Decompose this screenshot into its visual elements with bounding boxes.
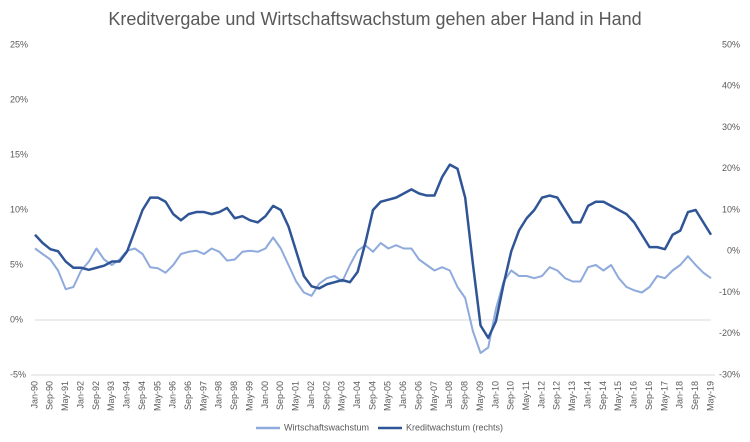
x-tick-label: May-07	[429, 381, 439, 411]
series-line	[34, 236, 712, 354]
y2-tick-label: -10%	[719, 287, 740, 297]
x-tick-label: Jan-02	[306, 381, 316, 409]
series-line	[34, 163, 713, 340]
x-tick-label: May-91	[60, 381, 70, 411]
y2-tick-label: 10%	[722, 204, 740, 214]
x-tick-label: May-95	[152, 381, 162, 411]
x-tick-label: Jan-16	[629, 381, 639, 409]
x-tick-label: Jan-92	[75, 381, 85, 409]
y2-tick-label: 0%	[727, 246, 740, 256]
x-tick-label: Sep-18	[690, 381, 700, 410]
x-tick-label: Jan-98	[214, 381, 224, 409]
y2-tick-label: -30%	[719, 369, 740, 379]
x-tick-label: Jan-90	[29, 381, 39, 409]
y-tick-label: 10%	[10, 204, 28, 214]
chart-title: Kreditvergabe und Wirtschaftswachstum ge…	[108, 9, 641, 29]
x-tick-label: Sep-12	[552, 381, 562, 410]
x-tick-label: Sep-06	[413, 381, 423, 410]
x-tick-label: Sep-16	[644, 381, 654, 410]
x-tick-label: Jan-08	[444, 381, 454, 409]
y2-tick-label: 20%	[722, 163, 740, 173]
x-tick-label: Sep-96	[183, 381, 193, 410]
x-tick-label: May-03	[337, 381, 347, 411]
y2-tick-label: 30%	[722, 122, 740, 132]
x-tick-label: May-11	[521, 381, 531, 410]
y2-tick-label: 40%	[722, 81, 740, 91]
x-tick-label: Jan-14	[582, 381, 592, 409]
x-tick-label: Sep-00	[275, 381, 285, 410]
y-tick-label: 15%	[10, 149, 28, 159]
x-tick-label: Sep-04	[367, 381, 377, 410]
x-tick-label: May-19	[705, 381, 715, 411]
x-tick-label: Jan-18	[675, 381, 685, 409]
x-tick-label: Sep-94	[137, 381, 147, 410]
y-tick-label: 5%	[10, 259, 23, 269]
y2-tick-label: -20%	[719, 328, 740, 338]
x-tick-label: Jan-06	[398, 381, 408, 409]
x-tick-label: Sep-92	[91, 381, 101, 410]
x-tick-label: May-15	[613, 381, 623, 411]
x-tick-label: Sep-02	[321, 381, 331, 410]
x-tick-label: Jan-10	[490, 381, 500, 409]
x-tick-label: Jan-12	[536, 381, 546, 409]
x-tick-label: Sep-10	[506, 381, 516, 410]
y2-tick-label: 50%	[722, 39, 740, 49]
y-tick-label: 20%	[10, 94, 28, 104]
y-tick-label: 0%	[10, 314, 23, 324]
x-tick-label: Jan-96	[168, 381, 178, 409]
x-tick-label: May-97	[198, 381, 208, 411]
x-tick-label: Sep-90	[45, 381, 55, 410]
x-tick-label: Jan-94	[122, 381, 132, 409]
legend-label: Wirtschaftswachstum	[284, 422, 369, 432]
y-tick-label: 25%	[10, 39, 28, 49]
x-tick-label: May-13	[567, 381, 577, 411]
x-tick-label: May-01	[291, 381, 301, 411]
x-tick-label: May-05	[383, 381, 393, 411]
x-tick-label: May-99	[244, 381, 254, 411]
x-tick-label: Jan-00	[260, 381, 270, 409]
x-tick-label: Sep-98	[229, 381, 239, 410]
x-tick-label: Jan-04	[352, 381, 362, 409]
x-tick-label: May-93	[106, 381, 116, 411]
legend-label: Kreditwachstum (rechts)	[406, 422, 503, 432]
x-tick-label: Sep-08	[460, 381, 470, 410]
x-tick-label: Sep-14	[598, 381, 608, 410]
x-tick-label: May-17	[659, 381, 669, 411]
y-tick-label: -5%	[10, 369, 26, 379]
x-tick-label: May-09	[475, 381, 485, 411]
